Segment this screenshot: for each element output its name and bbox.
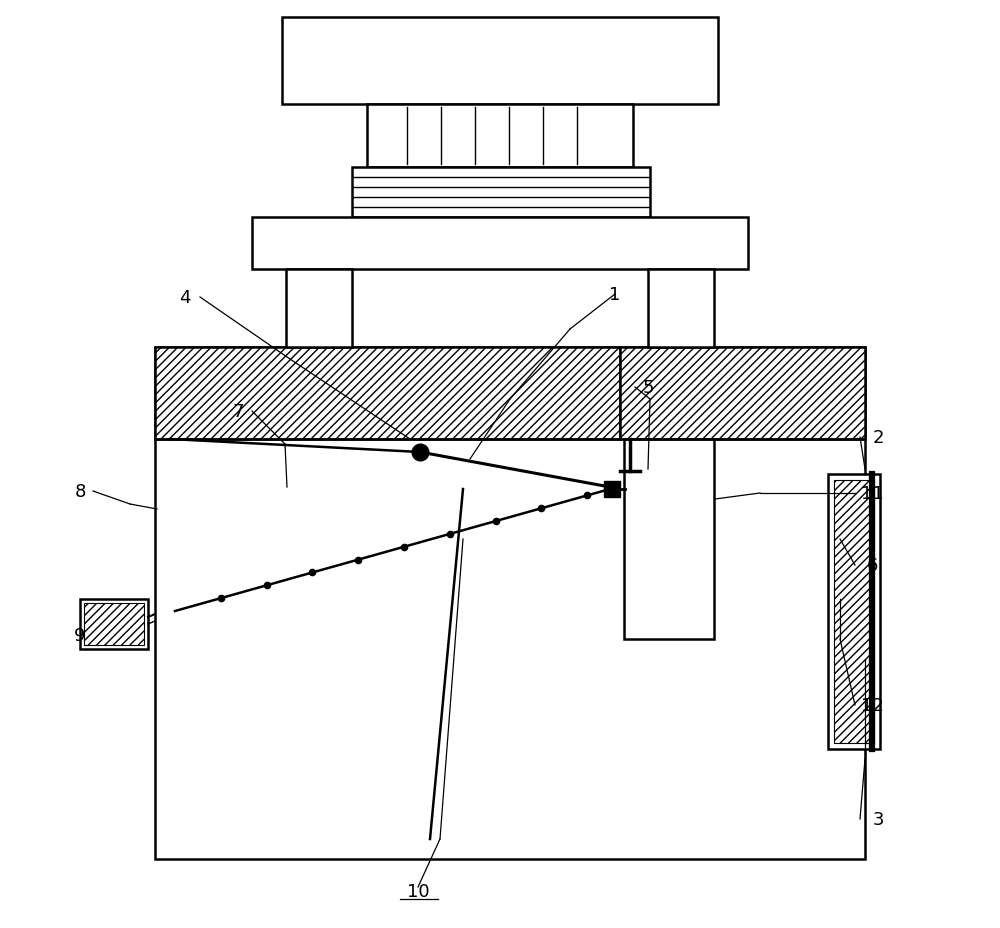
Text: 11: 11 — [861, 484, 883, 502]
Bar — [620, 348, 865, 440]
Text: 6: 6 — [866, 557, 878, 574]
Bar — [80, 599, 148, 650]
Bar — [155, 348, 865, 859]
Bar — [624, 440, 714, 639]
Bar — [367, 105, 633, 168]
Text: 7: 7 — [232, 403, 244, 420]
Text: 3: 3 — [872, 810, 884, 828]
Bar — [604, 482, 620, 497]
Bar — [252, 218, 748, 270]
Bar — [352, 168, 650, 218]
Bar — [648, 270, 714, 348]
Text: 2: 2 — [872, 429, 884, 446]
Text: 12: 12 — [861, 696, 883, 715]
Text: 9: 9 — [74, 626, 86, 644]
Bar — [282, 18, 718, 105]
Bar — [286, 270, 352, 348]
Text: 4: 4 — [179, 289, 191, 306]
Bar — [834, 481, 874, 743]
Text: 5: 5 — [642, 379, 654, 396]
Bar — [84, 603, 144, 645]
Bar — [828, 474, 880, 749]
Text: 1: 1 — [609, 286, 621, 303]
Bar — [155, 348, 620, 440]
Text: 8: 8 — [74, 483, 86, 500]
Text: 10: 10 — [407, 882, 429, 900]
